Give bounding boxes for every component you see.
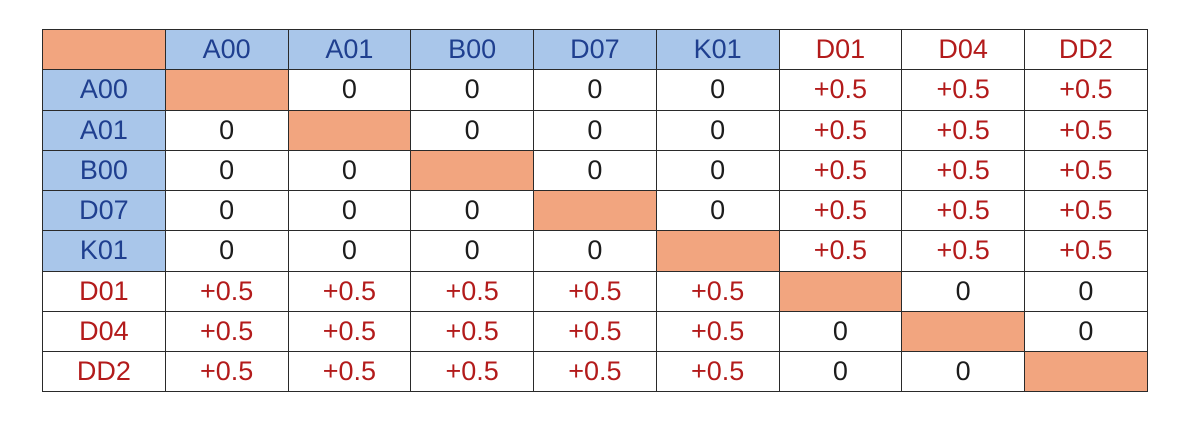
row-header: DD2 — [42, 350, 166, 393]
value-cell: 0 — [164, 109, 289, 151]
row-header: D01 — [42, 270, 166, 312]
value-cell: +0.5 — [901, 69, 1025, 111]
row-header: D04 — [42, 310, 166, 353]
value-cell: 0 — [533, 230, 657, 272]
value-cell: +0.5 — [164, 350, 289, 393]
row-header: B00 — [42, 149, 166, 192]
value-cell: +0.5 — [655, 310, 780, 353]
value-cell: 0 — [287, 230, 412, 272]
value-cell: +0.5 — [410, 310, 534, 353]
header-row: A00 A01 B00 D07 K01 D01 D04 DD2 — [42, 28, 1148, 71]
value-cell: +0.5 — [533, 270, 657, 312]
value-cell: +0.5 — [901, 149, 1025, 192]
value-cell: 0 — [1024, 270, 1148, 312]
value-cell: +0.5 — [533, 310, 657, 353]
diagonal-cell — [410, 149, 534, 192]
value-cell: +0.5 — [287, 270, 412, 312]
value-cell: +0.5 — [778, 69, 903, 111]
value-cell: +0.5 — [287, 350, 412, 393]
diagonal-cell — [655, 230, 780, 272]
value-cell: 0 — [410, 69, 534, 111]
value-cell: 0 — [778, 310, 903, 353]
value-cell: +0.5 — [901, 109, 1025, 151]
value-cell: 0 — [164, 230, 289, 272]
table-row: DD2 +0.5 +0.5 +0.5 +0.5 +0.5 0 0 — [42, 350, 1148, 393]
table-row: K01 0 0 0 0 +0.5 +0.5 +0.5 — [42, 230, 1148, 272]
value-cell: +0.5 — [1024, 149, 1148, 192]
diagonal-cell — [533, 189, 657, 232]
table-row: B00 0 0 0 0 +0.5 +0.5 +0.5 — [42, 149, 1148, 192]
value-cell: +0.5 — [164, 270, 289, 312]
value-cell: +0.5 — [1024, 230, 1148, 272]
value-cell: 0 — [655, 189, 780, 232]
value-cell: +0.5 — [778, 149, 903, 192]
value-cell: +0.5 — [901, 230, 1025, 272]
value-cell: 0 — [410, 109, 534, 151]
row-header: K01 — [42, 230, 166, 272]
table-row: D07 0 0 0 0 +0.5 +0.5 +0.5 — [42, 189, 1148, 232]
value-cell: 0 — [533, 109, 657, 151]
value-cell: 0 — [164, 189, 289, 232]
row-header: A01 — [42, 109, 166, 151]
value-cell: +0.5 — [655, 350, 780, 393]
value-cell: +0.5 — [778, 230, 903, 272]
row-header: A00 — [42, 69, 166, 111]
value-cell: +0.5 — [778, 109, 903, 151]
column-header: DD2 — [1024, 28, 1148, 71]
value-cell: 0 — [901, 350, 1025, 393]
column-header: B00 — [410, 28, 534, 71]
value-cell: +0.5 — [533, 350, 657, 393]
table-row: D04 +0.5 +0.5 +0.5 +0.5 +0.5 0 0 — [42, 310, 1148, 353]
value-cell: +0.5 — [1024, 109, 1148, 151]
comparison-matrix: A00 A01 B00 D07 K01 D01 D04 DD2 A00 0 0 0 0 +0.5 +0.5 +… — [42, 28, 1148, 393]
diagonal-cell — [287, 109, 412, 151]
value-cell: +0.5 — [287, 310, 412, 353]
table-row: A00 0 0 0 0 +0.5 +0.5 +0.5 — [42, 69, 1148, 111]
matrix-body: A00 A01 B00 D07 K01 D01 D04 DD2 A00 0 0 0 0 +0.5 +0.5 +… — [42, 28, 1148, 393]
value-cell: 0 — [287, 69, 412, 111]
value-cell: +0.5 — [410, 350, 534, 393]
diagonal-cell — [778, 270, 903, 312]
value-cell: +0.5 — [1024, 189, 1148, 232]
value-cell: 0 — [1024, 310, 1148, 353]
column-header: A01 — [287, 28, 412, 71]
value-cell: +0.5 — [1024, 69, 1148, 111]
value-cell: 0 — [287, 189, 412, 232]
value-cell: 0 — [655, 109, 780, 151]
value-cell: 0 — [778, 350, 903, 393]
value-cell: +0.5 — [164, 310, 289, 353]
row-header: D07 — [42, 189, 166, 232]
value-cell: 0 — [655, 149, 780, 192]
corner-cell — [42, 28, 166, 71]
value-cell: 0 — [410, 230, 534, 272]
value-cell: +0.5 — [410, 270, 534, 312]
diagonal-cell — [1024, 350, 1148, 393]
matrix-container: A00 A01 B00 D07 K01 D01 D04 DD2 A00 0 0 0 0 +0.5 +0.5 +… — [42, 28, 1148, 393]
value-cell: 0 — [533, 69, 657, 111]
table-row: D01 +0.5 +0.5 +0.5 +0.5 +0.5 0 0 — [42, 270, 1148, 312]
value-cell: 0 — [901, 270, 1025, 312]
value-cell: 0 — [164, 149, 289, 192]
column-header: D07 — [533, 28, 657, 71]
column-header: D04 — [901, 28, 1025, 71]
value-cell: 0 — [655, 69, 780, 111]
value-cell: 0 — [410, 189, 534, 232]
column-header: K01 — [655, 28, 780, 71]
value-cell: 0 — [287, 149, 412, 192]
table-row: A01 0 0 0 0 +0.5 +0.5 +0.5 — [42, 109, 1148, 151]
column-header: A00 — [164, 28, 289, 71]
column-header: D01 — [778, 28, 903, 71]
value-cell: 0 — [533, 149, 657, 192]
value-cell: +0.5 — [655, 270, 780, 312]
diagonal-cell — [164, 69, 289, 111]
value-cell: +0.5 — [778, 189, 903, 232]
value-cell: +0.5 — [901, 189, 1025, 232]
diagonal-cell — [901, 310, 1025, 353]
